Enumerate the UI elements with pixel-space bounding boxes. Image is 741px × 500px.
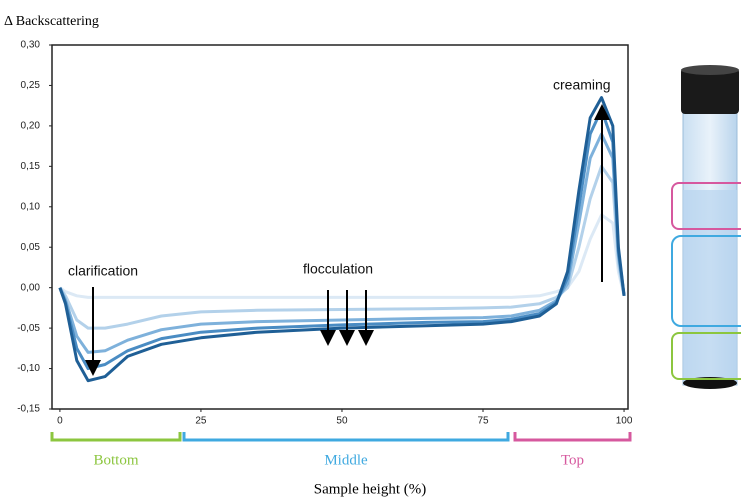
series-line — [58, 108, 626, 371]
y-tick-label: 0,15 — [21, 161, 41, 172]
series-line — [58, 96, 626, 383]
annotation: clarification — [68, 263, 138, 279]
series-line — [58, 164, 626, 330]
annotation: creaming — [553, 77, 611, 93]
x-tick-label: 50 — [336, 416, 348, 427]
y-tick-label: 0,20 — [21, 121, 41, 132]
y-tick-label: 0,25 — [21, 80, 41, 91]
region-label: Bottom — [93, 452, 138, 468]
region-bracket — [182, 432, 510, 442]
y-tick-label: 0,05 — [21, 242, 41, 253]
series-line — [59, 213, 626, 299]
zone-bottom — [671, 332, 741, 380]
arrows — [85, 104, 610, 376]
annotation: flocculation — [303, 261, 373, 277]
y-tick-label: 0,30 — [21, 40, 41, 51]
tube-cap — [681, 68, 739, 114]
plot-frame — [51, 44, 629, 410]
region-bracket — [50, 432, 182, 442]
y-tick-label: -0,05 — [17, 323, 40, 334]
y-tick-label: 0,10 — [21, 201, 41, 212]
region-bracket — [513, 432, 632, 442]
x-tick-label: 100 — [616, 416, 633, 427]
y-tick-label: 0,00 — [21, 282, 41, 293]
y-tick-label: -0,15 — [17, 404, 40, 415]
x-tick-label: 25 — [195, 416, 207, 427]
tube-liquid — [683, 190, 737, 385]
zone-middle — [671, 235, 741, 327]
x-axis-title: Sample height (%) — [314, 481, 426, 497]
region-label: Middle — [324, 452, 368, 468]
tube-diagram — [671, 65, 741, 389]
y-tick-label: -0,10 — [17, 363, 40, 374]
series-line — [58, 132, 626, 354]
x-tick-label: 0 — [57, 416, 63, 427]
tube-cap-top — [681, 65, 739, 75]
x-tick-label: 75 — [477, 416, 489, 427]
y-axis-title: Δ Backscattering — [4, 14, 99, 29]
region-label: Top — [561, 452, 584, 468]
zone-top — [671, 182, 741, 230]
